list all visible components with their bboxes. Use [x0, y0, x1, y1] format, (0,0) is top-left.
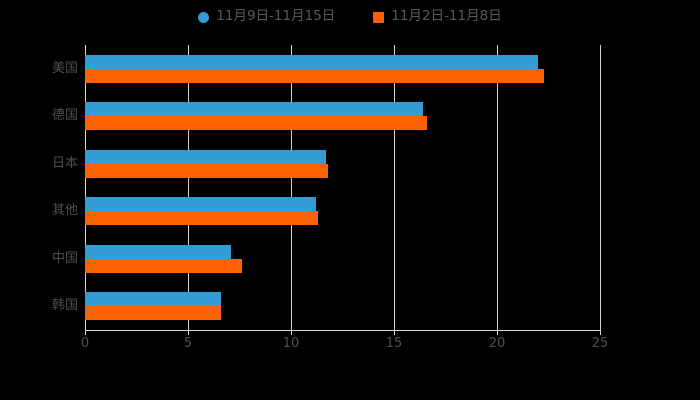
chart-legend: 11月9日-11月15日 11月2日-11月8日 [0, 6, 700, 28]
bar[interactable] [85, 211, 318, 226]
square-marker-icon [373, 11, 385, 23]
x-axis-tick [85, 330, 86, 335]
x-axis-tick-label: 5 [183, 336, 193, 351]
gridline [291, 45, 292, 330]
legend-item-series-1[interactable]: 11月9日-11月15日 [198, 10, 335, 24]
x-axis-line [85, 330, 601, 331]
bar[interactable] [85, 197, 316, 212]
x-axis-tick [188, 330, 189, 335]
bar[interactable] [85, 258, 242, 273]
y-axis-label-4: 中国 [51, 250, 78, 266]
x-axis-tick [394, 330, 395, 335]
legend-label-series-2: 11月2日-11月8日 [391, 8, 502, 25]
x-axis-tick [291, 330, 292, 335]
bar[interactable] [85, 68, 545, 83]
gridline [85, 45, 86, 330]
y-axis-labels: 美国 德国 日本 其他 中国 韩国 [0, 45, 78, 330]
bar[interactable] [85, 149, 327, 164]
x-axis-tick [497, 330, 498, 335]
y-axis-label-5: 韩国 [51, 298, 78, 314]
x-axis-tick-label: 10 [282, 336, 300, 351]
gridline [394, 45, 395, 330]
gridline [600, 45, 601, 330]
y-axis-label-0: 美国 [51, 60, 78, 76]
circle-marker-icon [198, 11, 210, 23]
legend-item-series-2[interactable]: 11月2日-11月8日 [373, 8, 502, 25]
y-axis-label-3: 其他 [51, 203, 78, 219]
plot-area [85, 45, 601, 330]
bar[interactable] [85, 102, 423, 117]
x-axis-tick-label: 0 [80, 336, 90, 351]
x-axis-tick-label: 25 [591, 336, 609, 351]
x-axis-tick-label: 15 [385, 336, 403, 351]
x-axis-tick-label: 20 [488, 336, 506, 351]
bar[interactable] [85, 244, 232, 259]
bar[interactable] [85, 163, 329, 178]
y-axis-label-2: 日本 [51, 155, 78, 171]
x-axis-tick [600, 330, 601, 335]
legend-label-series-1: 11月9日-11月15日 [216, 8, 336, 25]
y-axis-label-1: 德国 [51, 108, 78, 124]
gridline [497, 45, 498, 330]
bar[interactable] [85, 54, 539, 69]
gridline [188, 45, 189, 330]
bar[interactable] [85, 306, 221, 321]
bar[interactable] [85, 292, 221, 307]
bar[interactable] [85, 116, 427, 131]
